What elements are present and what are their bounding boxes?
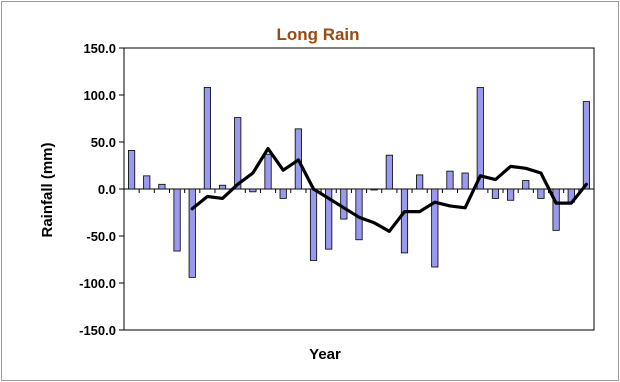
bar <box>431 188 439 268</box>
bar <box>507 188 515 201</box>
bar <box>279 188 287 199</box>
bar <box>173 188 181 252</box>
y-tick-label: 150.0 <box>83 41 116 56</box>
bar <box>249 188 257 193</box>
bar <box>143 175 151 190</box>
bar <box>461 172 469 190</box>
y-axis-title: Rainfall (mm) <box>39 142 56 237</box>
bar <box>416 174 424 190</box>
y-tick-label: 0.0 <box>98 182 116 197</box>
bar <box>370 188 378 191</box>
bar <box>203 87 211 190</box>
y-tick-label: -100.0 <box>79 276 116 291</box>
bar <box>582 101 591 190</box>
bar <box>264 153 272 190</box>
bar <box>218 184 227 190</box>
bar <box>446 170 454 190</box>
bar <box>491 188 500 199</box>
bar <box>234 117 242 190</box>
bar <box>188 188 196 278</box>
bar <box>127 150 136 190</box>
bar <box>158 183 166 190</box>
y-tick-label: -50.0 <box>86 229 116 244</box>
bar <box>325 188 333 250</box>
y-axis-ticks: 150.0 100.0 50.0 0.0 -50.0 -100.0 -150.0 <box>79 41 124 338</box>
bar <box>340 188 348 220</box>
x-axis-ticks <box>123 189 595 193</box>
bar <box>522 180 530 190</box>
chart-title: Long Rain <box>276 25 359 44</box>
y-tick-label: 100.0 <box>83 88 116 103</box>
bar <box>400 188 409 254</box>
moving-average-line <box>190 147 588 233</box>
y-tick-label: -150.0 <box>79 323 116 338</box>
x-axis-title: Year <box>309 346 341 363</box>
y-tick-label: 50.0 <box>91 135 116 150</box>
bar <box>309 188 318 261</box>
bar <box>537 188 545 199</box>
bar <box>552 188 560 231</box>
bar <box>385 154 393 190</box>
bar <box>476 87 484 190</box>
